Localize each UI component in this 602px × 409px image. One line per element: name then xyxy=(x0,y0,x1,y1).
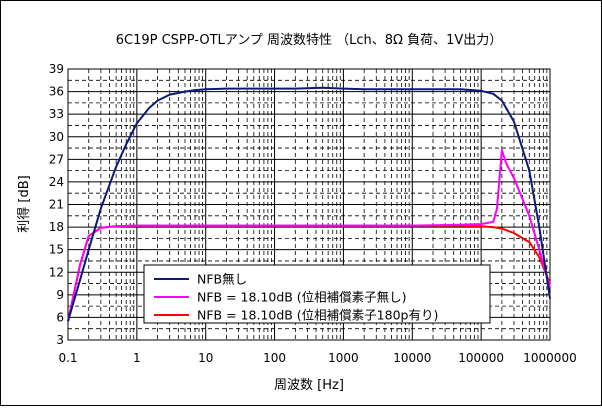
series-lines xyxy=(67,86,551,322)
x-tick-label: 10000 xyxy=(393,351,431,365)
x-tick-label: 1 xyxy=(133,351,141,365)
y-tick-label: 27 xyxy=(49,152,64,166)
legend-box xyxy=(143,264,491,324)
y-tick-label: 21 xyxy=(49,198,64,212)
x-tick-labels: 0.1 1 10 100 1000 10000 100000 1000000 xyxy=(58,351,576,365)
legend: NFB無し NFB = 18.10dB (位相補償素子無し) NFB = 18.10… xyxy=(143,264,491,324)
x-tick-label: 100000 xyxy=(458,351,504,365)
y-axis-label: 利得 [dB] xyxy=(16,175,32,232)
legend-label-1: NFB無し xyxy=(197,272,247,287)
y-tick-label: 33 xyxy=(49,107,64,121)
y-tick-label: 9 xyxy=(56,288,64,302)
plot-area xyxy=(67,68,551,341)
x-axis-label: 周波数 [Hz] xyxy=(274,378,344,393)
series-line-2 xyxy=(67,149,551,322)
y-tick-label: 18 xyxy=(49,220,64,234)
y-tick-label: 6 xyxy=(56,310,64,324)
x-tick-label: 0.1 xyxy=(58,351,77,365)
x-tick-label: 1000 xyxy=(328,351,359,365)
series-line-1 xyxy=(67,86,551,322)
x-tick-label: 100 xyxy=(263,351,286,365)
y-tick-label: 39 xyxy=(49,62,64,76)
y-tick-label: 30 xyxy=(49,130,64,144)
y-tick-label: 36 xyxy=(49,85,64,99)
x-tick-label: 1000000 xyxy=(523,351,576,365)
y-tick-label: 12 xyxy=(49,265,64,279)
x-tick-label: 10 xyxy=(198,351,213,365)
legend-label-3: NFB = 18.10dB (位相補償素子180p有り) xyxy=(197,308,438,323)
y-tick-label: 24 xyxy=(49,175,64,189)
y-tick-label: 3 xyxy=(56,333,64,347)
chart-title: 6C19P CSPP-OTLアンプ 周波数特性 （Lch、8Ω 負荷、1V出力） xyxy=(116,33,503,48)
y-tick-label: 15 xyxy=(49,243,64,257)
legend-label-2: NFB = 18.10dB (位相補償素子無し) xyxy=(197,290,407,305)
